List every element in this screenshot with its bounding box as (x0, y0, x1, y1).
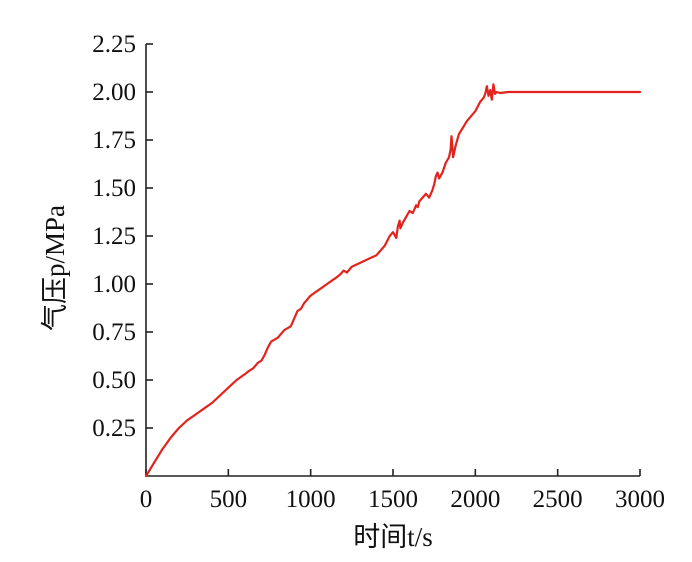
y-axis: 0.25 0.50 0.75 1.00 1.25 1.50 1.75 2.00 2.25 (92, 31, 153, 476)
x-tick-label: 1000 (286, 486, 336, 513)
x-tick-label: 500 (210, 486, 248, 513)
y-axis-title: 气压p/MPa (40, 205, 70, 331)
x-tick-label: 2500 (533, 486, 583, 513)
x-tick-label: 2000 (450, 486, 500, 513)
x-tick-label: 1500 (368, 486, 418, 513)
pressure-series-line (144, 83, 642, 478)
series-group (144, 83, 642, 478)
y-tick-label: 1.50 (92, 175, 136, 202)
y-ticks: 0.25 0.50 0.75 1.00 1.25 1.50 1.75 2.00 2.25 (92, 31, 153, 442)
x-tick-label: 3000 (615, 486, 665, 513)
x-ticks: 0 500 1000 1500 2000 2500 3000 (140, 469, 665, 513)
y-tick-label: 0.75 (92, 319, 136, 346)
x-tick-label: 0 (140, 486, 153, 513)
x-axis: 0 500 1000 1500 2000 2500 3000 (140, 469, 665, 513)
y-tick-label: 2.00 (92, 79, 136, 106)
y-tick-label: 1.75 (92, 127, 136, 154)
y-tick-label: 0.50 (92, 367, 136, 394)
y-tick-label: 1.00 (92, 271, 136, 298)
x-axis-title: 时间t/s (353, 522, 433, 552)
y-tick-label: 1.25 (92, 223, 136, 250)
y-tick-label: 0.25 (92, 415, 136, 442)
y-tick-label: 2.25 (92, 31, 136, 58)
